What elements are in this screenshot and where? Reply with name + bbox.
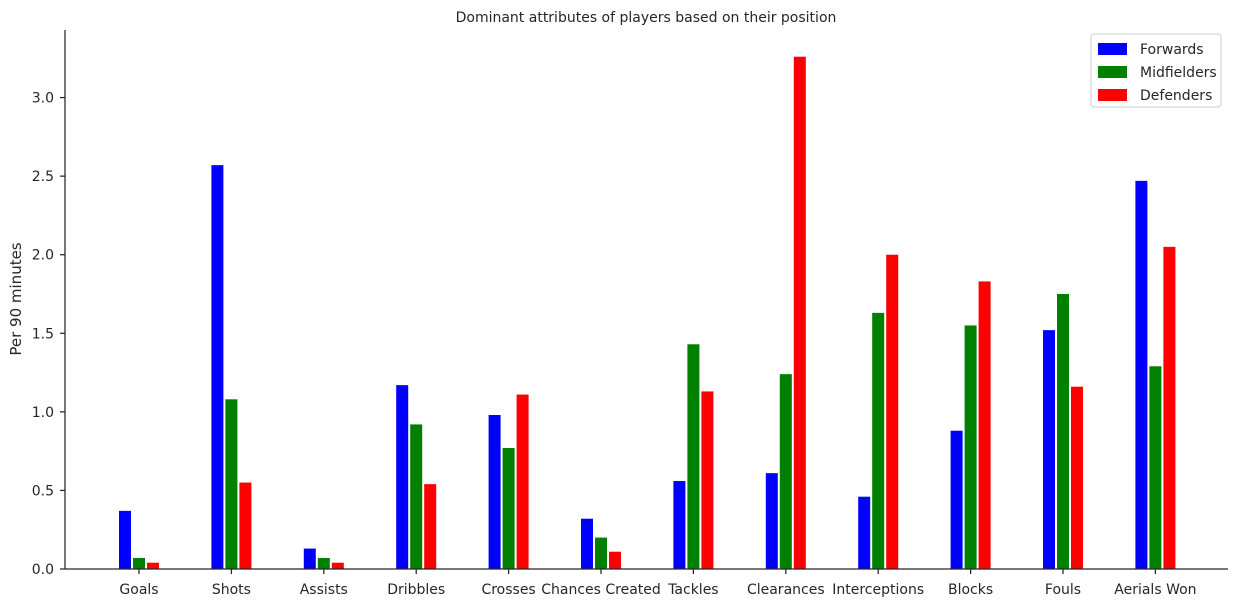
y-tick-label: 1.5 [32,326,54,342]
x-tick-label: Tackles [667,582,718,598]
x-tick-label: Blocks [948,582,993,598]
bar-forwards-blocks [950,430,963,569]
legend-label-defenders: Defenders [1140,88,1212,104]
bar-defenders-tackles [701,391,714,569]
bar-defenders-crosses [516,394,529,569]
x-axis-ticks: Goals Shots Assists Dribbles Crosses Chances … [119,569,1197,598]
bar-defenders-goals [147,562,159,569]
bar-defenders-dribbles [424,484,437,569]
bar-forwards-tackles [673,481,686,569]
bar-defenders-assists [331,562,344,569]
x-tick-label: Interceptions [832,582,924,598]
y-tick-label: 3.0 [32,91,54,107]
bar-midfielders-goals [133,558,145,569]
bar-forwards-shots [211,165,224,569]
y-tick-label: 2.0 [32,248,54,264]
x-tick-label: Clearances [747,582,825,598]
bar-midfielders-interceptions [872,312,885,569]
bar-forwards-dribbles [396,385,409,569]
bar-forwards-chances-created [581,518,593,569]
y-tick-label: 1.0 [32,405,54,421]
bar-forwards-crosses [488,415,501,569]
y-tick-label: 0.0 [32,562,54,578]
legend-label-midfielders: Midfielders [1140,65,1217,81]
legend-swatch-midfielders [1098,66,1127,78]
bars-group [119,56,1176,570]
bar-defenders-fouls [1071,386,1083,569]
bar-midfielders-chances-created [595,537,607,569]
bar-midfielders-dribbles [410,424,423,569]
bar-forwards-interceptions [858,496,871,569]
legend-swatch-forwards [1098,43,1127,55]
bar-midfielders-blocks [964,325,977,569]
y-axis-ticks: 0.0 0.5 1.0 1.5 2.0 2.5 3.0 [32,91,65,578]
bar-defenders-chances-created [609,551,621,569]
y-tick-label: 2.5 [32,169,54,185]
x-tick-label: Assists [300,582,348,598]
bar-forwards-aerials-won [1135,180,1148,570]
bar-defenders-clearances [793,56,806,569]
chart-title: Dominant attributes of players based on … [456,10,837,26]
bar-midfielders-fouls [1057,294,1069,569]
bar-midfielders-shots [225,399,238,569]
bar-defenders-blocks [978,281,991,569]
bar-forwards-fouls [1043,330,1055,569]
x-tick-label: Shots [212,582,251,598]
y-tick-label: 0.5 [32,483,54,499]
bar-midfielders-aerials-won [1149,366,1162,569]
y-axis-label: Per 90 minutes [7,242,25,355]
bar-forwards-clearances [765,473,778,569]
bar-midfielders-crosses [502,448,515,569]
bar-defenders-interceptions [886,254,899,569]
legend: Forwards Midfielders Defenders [1090,33,1222,108]
bar-forwards-goals [119,510,131,569]
bar-midfielders-tackles [687,344,700,569]
bar-midfielders-assists [317,558,330,569]
x-tick-label: Dribbles [387,582,445,598]
x-tick-label: Chances Created [541,582,661,598]
bar-midfielders-clearances [779,374,792,569]
legend-swatch-defenders [1098,89,1127,101]
x-tick-label: Goals [119,582,158,598]
x-tick-label: Aerials Won [1114,582,1196,598]
legend-label-forwards: Forwards [1140,42,1204,58]
bar-defenders-shots [239,482,252,569]
bar-forwards-assists [303,548,316,569]
bar-defenders-aerials-won [1163,246,1176,570]
x-tick-label: Fouls [1045,582,1081,598]
x-tick-label: Crosses [481,582,535,598]
